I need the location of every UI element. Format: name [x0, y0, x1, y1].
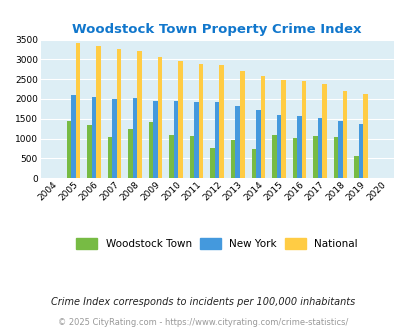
Bar [296, 116, 301, 178]
Bar [71, 95, 75, 178]
Bar [132, 98, 137, 178]
Bar [312, 136, 317, 178]
Bar [256, 111, 260, 178]
Bar [194, 102, 198, 178]
Bar [230, 140, 235, 178]
Bar [342, 91, 346, 178]
Bar [214, 102, 219, 178]
Bar [337, 121, 342, 178]
Bar [112, 99, 117, 178]
Bar [353, 156, 358, 178]
Title: Woodstock Town Property Crime Index: Woodstock Town Property Crime Index [72, 23, 361, 36]
Bar [333, 137, 337, 178]
Bar [128, 129, 132, 178]
Bar [158, 57, 162, 178]
Bar [117, 49, 121, 178]
Bar [66, 121, 71, 178]
Bar [251, 149, 256, 178]
Bar [280, 80, 285, 178]
Bar [96, 46, 100, 178]
Bar [137, 51, 141, 178]
Legend: Woodstock Town, New York, National: Woodstock Town, New York, National [74, 236, 359, 251]
Bar [292, 138, 296, 178]
Bar [271, 135, 276, 178]
Text: © 2025 CityRating.com - https://www.cityrating.com/crime-statistics/: © 2025 CityRating.com - https://www.city… [58, 318, 347, 327]
Bar [260, 76, 264, 178]
Bar [107, 137, 112, 178]
Bar [301, 81, 305, 178]
Bar [198, 64, 203, 178]
Bar [190, 136, 194, 178]
Bar [358, 124, 362, 178]
Bar [321, 84, 326, 178]
Bar [362, 94, 367, 178]
Bar [239, 71, 244, 178]
Bar [276, 115, 280, 178]
Bar [87, 125, 92, 178]
Bar [317, 118, 321, 178]
Bar [210, 148, 214, 178]
Text: Crime Index corresponds to incidents per 100,000 inhabitants: Crime Index corresponds to incidents per… [51, 297, 354, 307]
Bar [173, 101, 178, 178]
Bar [169, 135, 173, 178]
Bar [92, 97, 96, 178]
Bar [153, 101, 158, 178]
Bar [178, 61, 183, 178]
Bar [75, 43, 80, 178]
Bar [219, 65, 224, 178]
Bar [149, 121, 153, 178]
Bar [235, 106, 239, 178]
